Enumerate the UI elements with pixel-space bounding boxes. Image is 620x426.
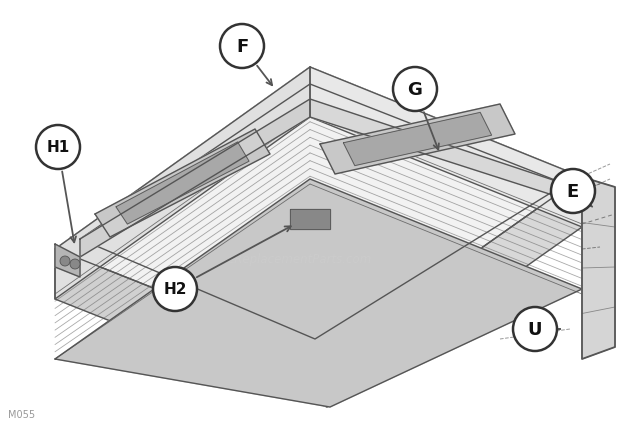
Circle shape [36, 126, 80, 170]
Polygon shape [55, 249, 327, 407]
Text: H1: H1 [46, 140, 69, 155]
Circle shape [60, 256, 70, 266]
Polygon shape [55, 245, 80, 277]
Polygon shape [116, 143, 249, 225]
Text: E: E [567, 183, 579, 201]
Polygon shape [327, 178, 582, 407]
Polygon shape [310, 68, 582, 227]
Polygon shape [343, 113, 492, 166]
Text: U: U [528, 320, 542, 338]
Polygon shape [310, 100, 565, 199]
Polygon shape [582, 178, 615, 359]
Text: eReplacementParts.com: eReplacementParts.com [228, 253, 372, 266]
Polygon shape [290, 210, 330, 230]
Text: M055: M055 [8, 409, 35, 419]
Polygon shape [55, 68, 310, 299]
Polygon shape [55, 180, 582, 407]
Text: H2: H2 [163, 282, 187, 297]
Circle shape [153, 268, 197, 311]
Polygon shape [55, 68, 582, 357]
Polygon shape [95, 130, 270, 237]
Circle shape [513, 307, 557, 351]
Polygon shape [80, 100, 310, 257]
Circle shape [551, 170, 595, 213]
Polygon shape [320, 105, 515, 175]
Circle shape [70, 259, 80, 269]
Circle shape [220, 25, 264, 69]
Text: G: G [407, 81, 422, 99]
Text: F: F [236, 38, 248, 56]
Circle shape [393, 68, 437, 112]
